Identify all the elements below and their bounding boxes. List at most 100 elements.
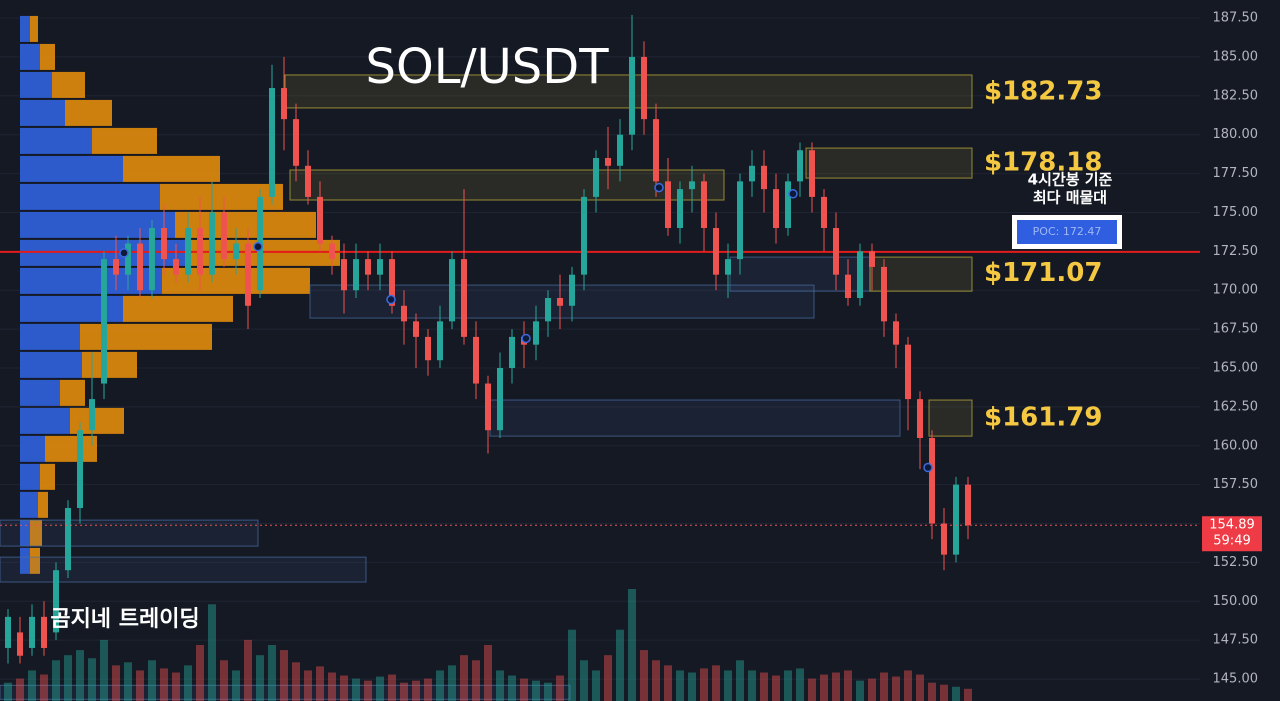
volume-bar bbox=[916, 674, 924, 701]
volume-bar bbox=[508, 675, 516, 701]
profile-sell bbox=[70, 407, 124, 434]
candle-body bbox=[437, 321, 443, 361]
candle-body bbox=[761, 165, 767, 190]
candle-body bbox=[917, 399, 923, 438]
profile-sell bbox=[38, 491, 48, 518]
volume-bar bbox=[268, 645, 276, 701]
profile-sell bbox=[123, 295, 233, 322]
volume-bar bbox=[244, 639, 252, 701]
volume-bar bbox=[16, 678, 24, 701]
candle-body bbox=[281, 88, 287, 120]
candle-body bbox=[665, 181, 671, 229]
candle-body bbox=[245, 243, 251, 306]
candle-body bbox=[29, 616, 35, 648]
volume-bar bbox=[688, 672, 696, 701]
volume-bar bbox=[784, 670, 792, 701]
profile-sell bbox=[175, 211, 316, 238]
zone bbox=[489, 399, 901, 437]
profile-buy bbox=[20, 323, 80, 350]
profile-sell bbox=[160, 183, 283, 210]
volume-bar bbox=[388, 674, 396, 701]
volume-bar bbox=[316, 666, 324, 701]
volume-bar bbox=[472, 660, 480, 701]
volume-bar bbox=[712, 665, 720, 701]
countdown: 59:49 bbox=[1213, 534, 1250, 549]
candle-body bbox=[845, 274, 851, 299]
y-tick-label: 167.50 bbox=[1213, 322, 1259, 337]
y-tick-label: 177.50 bbox=[1213, 166, 1259, 181]
marker bbox=[521, 333, 531, 344]
volume-bar bbox=[52, 660, 60, 701]
candle-body bbox=[341, 259, 347, 291]
candle-body bbox=[749, 165, 755, 182]
volume-bar bbox=[484, 645, 492, 701]
profile-buy bbox=[20, 463, 40, 490]
candle-body bbox=[389, 259, 395, 306]
volume-bar bbox=[856, 680, 864, 701]
candle-body bbox=[557, 298, 563, 306]
candle-body bbox=[785, 181, 791, 229]
candle-body bbox=[209, 212, 215, 275]
volume-bar bbox=[808, 678, 816, 701]
volume-bar bbox=[232, 670, 240, 701]
y-tick-label: 165.00 bbox=[1213, 360, 1259, 375]
candle-body bbox=[617, 134, 623, 166]
profile-sell bbox=[40, 43, 55, 70]
zone bbox=[805, 147, 973, 179]
volume-bar bbox=[340, 675, 348, 701]
profile-sell bbox=[92, 127, 157, 154]
volume-bar bbox=[64, 655, 72, 701]
volume-bar bbox=[928, 682, 936, 701]
candle-body bbox=[125, 243, 131, 275]
volume-bar bbox=[580, 660, 588, 701]
volume-bar bbox=[352, 678, 360, 701]
candle-body bbox=[737, 181, 743, 260]
volume-bar bbox=[844, 670, 852, 701]
price-tag bbox=[1202, 516, 1262, 552]
candle-body bbox=[377, 259, 383, 275]
candle-body bbox=[833, 228, 839, 275]
candle-body bbox=[317, 196, 323, 244]
volume-bar bbox=[220, 660, 228, 701]
volume-bar bbox=[124, 662, 132, 701]
candle-body bbox=[485, 383, 491, 431]
candle-body bbox=[197, 228, 203, 275]
zone bbox=[0, 556, 367, 583]
volume-bar bbox=[760, 672, 768, 701]
candle-body bbox=[893, 321, 899, 345]
volume-bar bbox=[208, 604, 216, 701]
profile-sell bbox=[30, 519, 42, 546]
candle-body bbox=[89, 399, 95, 431]
profile-sell bbox=[82, 351, 137, 378]
volume-bar bbox=[424, 678, 432, 701]
volume-bar bbox=[148, 660, 156, 701]
candle-body bbox=[365, 259, 371, 275]
profile-buy bbox=[20, 351, 82, 378]
candle-body bbox=[161, 228, 167, 260]
candle-body bbox=[77, 430, 83, 508]
y-tick-label: 187.50 bbox=[1213, 11, 1259, 26]
volume-bar bbox=[280, 650, 288, 701]
volume-bar bbox=[88, 658, 96, 701]
candle-body bbox=[689, 181, 695, 190]
y-tick-label: 185.00 bbox=[1213, 49, 1259, 64]
candle-body bbox=[413, 321, 419, 337]
level-label: $161.79 bbox=[984, 402, 1102, 432]
volume-bar bbox=[76, 650, 84, 701]
volume-bar bbox=[604, 655, 612, 701]
y-tick-label: 172.50 bbox=[1213, 244, 1259, 259]
volume-bar bbox=[892, 676, 900, 701]
candle-body bbox=[593, 158, 599, 197]
profile-buy bbox=[20, 547, 30, 574]
candle-body bbox=[401, 305, 407, 322]
profile-buy bbox=[20, 519, 30, 546]
profile-buy bbox=[20, 407, 70, 434]
volume-bar bbox=[436, 670, 444, 701]
candle-body bbox=[353, 259, 359, 291]
candle-body bbox=[425, 336, 431, 361]
candle-body bbox=[869, 251, 875, 267]
candle-body bbox=[113, 259, 119, 275]
volume-bar bbox=[256, 655, 264, 701]
y-tick-label: 175.00 bbox=[1213, 205, 1259, 220]
